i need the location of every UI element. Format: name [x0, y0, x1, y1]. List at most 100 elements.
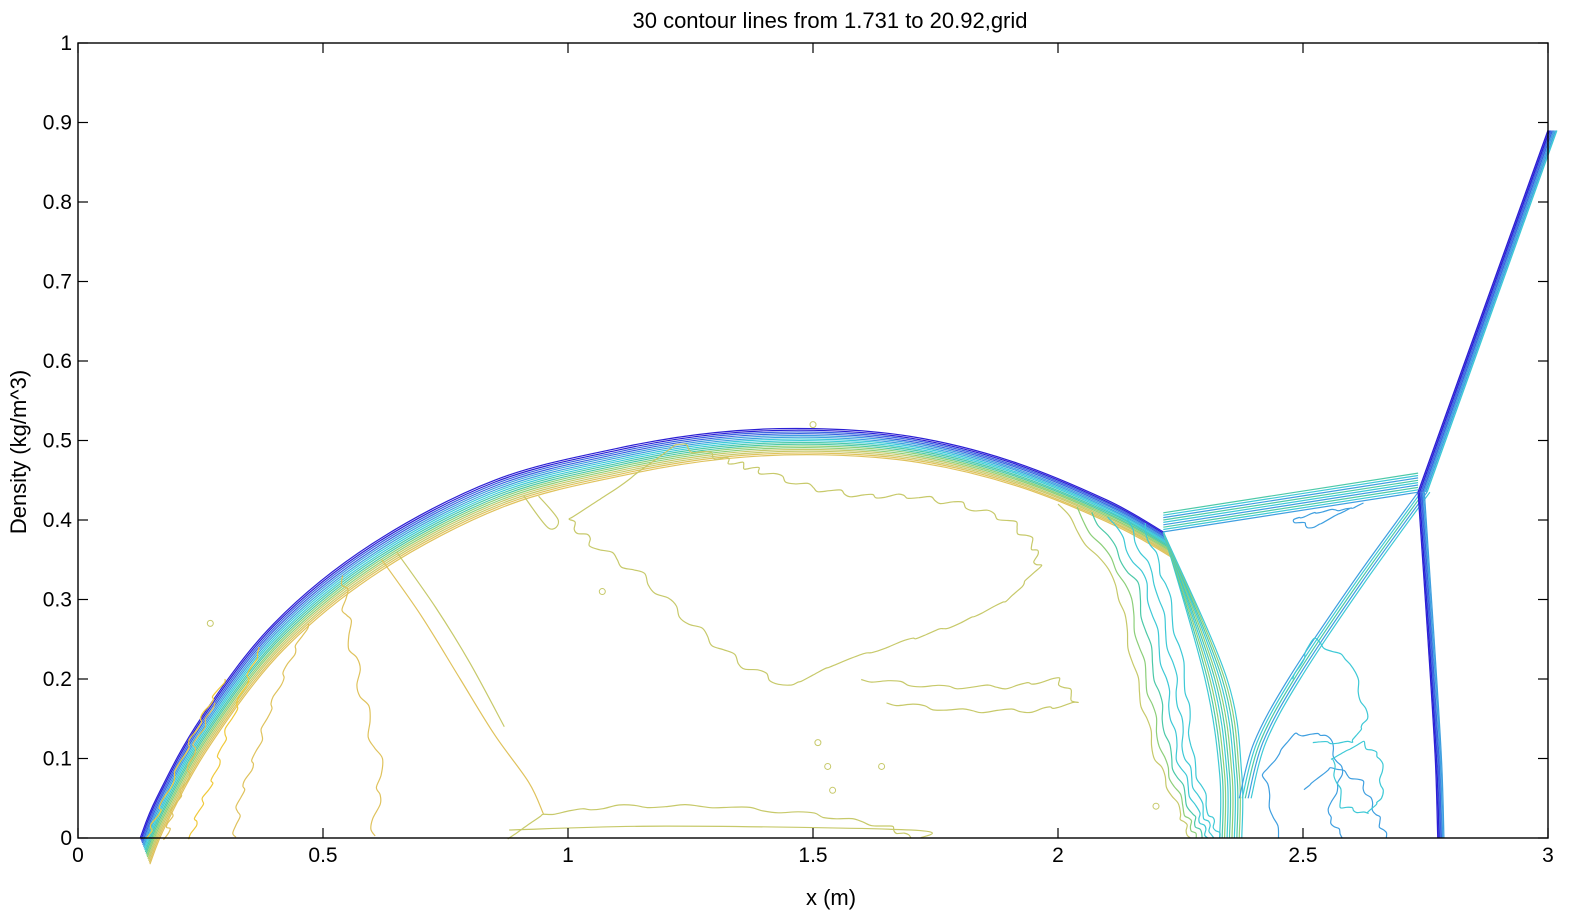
contour-dot [829, 786, 837, 794]
secondary-shock-contour [1250, 491, 1431, 799]
contour-lines [139, 130, 1558, 865]
bottom-contour [507, 803, 912, 840]
reflected-shock-contour [1162, 531, 1227, 839]
mach-stem-contour [1423, 492, 1445, 839]
y-tick-label: 1 [60, 32, 72, 55]
blob-contour [1303, 767, 1388, 839]
y-axis: 0 0.1 0.2 0.3 0.4 0.5 0.6 0.7 0.8 0.9 1 [43, 32, 1548, 850]
bow-shock-contour [144, 440, 1169, 851]
contour-dot [206, 619, 214, 627]
region-contour [381, 559, 545, 815]
central-contour [861, 676, 1079, 714]
mach-stem-contour [1419, 492, 1441, 839]
wall-contour [163, 702, 216, 841]
slip-line-contour [1163, 477, 1419, 519]
slip-line-contour [1163, 474, 1419, 516]
x-tick-label: 0 [72, 844, 84, 867]
bow-shock-contour [149, 454, 1174, 865]
y-tick-label: 0.4 [43, 509, 73, 532]
reflected-region-contour [1144, 522, 1221, 839]
slip-line-contour [1163, 472, 1419, 514]
slip-line-contour [1163, 486, 1419, 528]
central-contour [568, 443, 1043, 686]
y-tick-label: 0.9 [43, 112, 72, 135]
incident-shock-contour [1426, 130, 1558, 493]
contour-dot [814, 739, 822, 747]
y-tick-label: 0.3 [43, 589, 72, 612]
bow-shock-contour [146, 445, 1171, 856]
y-axis-title: Density (kg/m^3) [6, 370, 31, 534]
incident-shock-contour [1418, 130, 1551, 493]
reflected-shock-contour [1162, 531, 1229, 839]
bow-shock-contour [148, 450, 1173, 861]
contour-dot [824, 762, 832, 770]
wall-contour [188, 647, 260, 840]
x-tick-label: 1 [562, 844, 574, 867]
mach-stem-contour [1422, 492, 1444, 839]
reflected-shock-contour [1162, 531, 1244, 839]
y-tick-label: 0.1 [43, 748, 72, 771]
reflected-shock-contour [1162, 531, 1239, 839]
x-tick-label: 2.5 [1288, 844, 1317, 867]
reflected-region-contour [1076, 506, 1197, 839]
y-tick-label: 0.6 [43, 350, 72, 373]
x-tick-label: 1.5 [798, 844, 827, 867]
bottom-contour [509, 825, 933, 839]
secondary-shock-contour [1241, 491, 1422, 799]
reflected-shock-contour [1162, 531, 1224, 839]
incident-shock-contour [1423, 130, 1555, 493]
bow-shock-contour [140, 431, 1165, 842]
reflected-shock-contour [1162, 531, 1241, 839]
bow-shock-contour [148, 452, 1173, 863]
wall-contour [146, 678, 226, 839]
x-axis-title: x (m) [806, 885, 856, 910]
reflected-shock-contour [1162, 531, 1237, 839]
blob-contour [1330, 740, 1384, 814]
region-contour [523, 495, 560, 530]
reflected-shock-contour [1162, 531, 1222, 839]
region-contour [340, 575, 384, 837]
region-contour [396, 551, 505, 727]
bow-shock-contour [142, 436, 1167, 847]
x-tick-label: 0.5 [308, 844, 337, 867]
mach-stem-contour [1418, 492, 1440, 839]
slip-line-contour [1163, 491, 1419, 533]
contour-dot [809, 421, 817, 429]
x-tick-label: 2 [1052, 844, 1064, 867]
reflected-region-contour [1091, 512, 1203, 839]
incident-shock-contour [1421, 130, 1554, 493]
bow-shock-contour [147, 448, 1172, 860]
reflected-region-contour [1127, 519, 1215, 839]
bow-shock-contour [146, 447, 1171, 858]
blob-contour [1261, 732, 1344, 839]
slip-line-contour [1163, 479, 1419, 521]
incident-shock-contour [1424, 130, 1557, 493]
slip-line-contour [1163, 484, 1419, 526]
bow-shock-contour [143, 438, 1168, 849]
bow-shock-contour [142, 434, 1167, 846]
contour-dot [598, 588, 606, 596]
mach-stem-contour [1421, 492, 1443, 839]
blob-contour [1292, 637, 1369, 745]
slip-line-contour [1163, 482, 1419, 523]
incident-shock-contour [1420, 130, 1552, 493]
reflected-region-contour [1107, 516, 1209, 839]
chart-title: 30 contour lines from 1.731 to 20.92,gri… [632, 8, 1027, 33]
y-tick-label: 0.5 [43, 430, 72, 453]
y-tick-label: 0 [60, 827, 72, 850]
blob-contour [1292, 502, 1364, 529]
contour-dot [1152, 802, 1160, 810]
y-tick-label: 0.8 [43, 191, 72, 214]
reflected-shock-contour [1162, 531, 1232, 839]
slip-line-contour [1163, 489, 1419, 531]
x-axis: 0 0.5 1 1.5 2 2.5 3 [72, 43, 1554, 867]
bow-shock-contour [145, 443, 1170, 854]
secondary-shock-contour [1247, 491, 1428, 799]
mach-stem-contour [1417, 492, 1439, 839]
y-tick-label: 0.7 [43, 271, 72, 294]
bow-shock-contour [144, 441, 1169, 853]
x-tick-label: 3 [1542, 844, 1554, 867]
reflected-shock-contour [1162, 531, 1234, 839]
contour-dot [878, 762, 886, 770]
